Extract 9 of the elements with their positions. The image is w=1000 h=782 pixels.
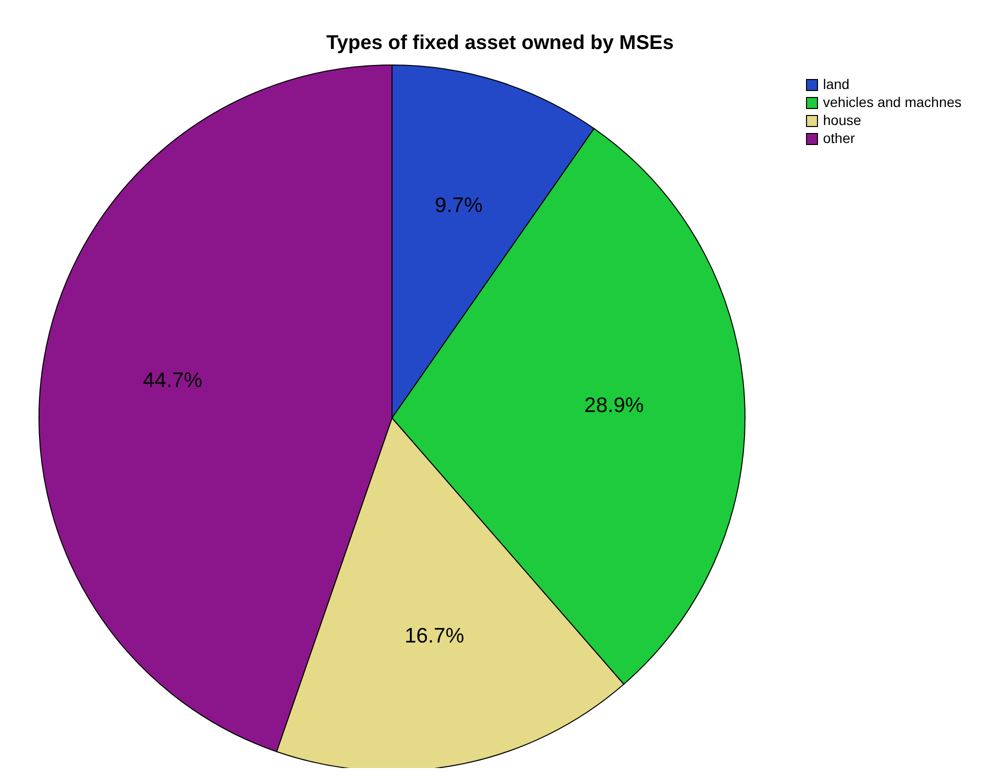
chart-title: Types of fixed asset owned by MSEs (326, 32, 674, 54)
data-label: 16.7% (404, 624, 464, 648)
data-label: 9.7% (434, 194, 483, 217)
data-label: 44.7% (142, 369, 202, 392)
legend-label: other (823, 130, 856, 146)
legend-label: vehicles and machnes (823, 94, 962, 110)
data-label: 28.9% (584, 394, 644, 418)
legend-label: land (823, 76, 850, 92)
legend-label: house (823, 112, 862, 128)
